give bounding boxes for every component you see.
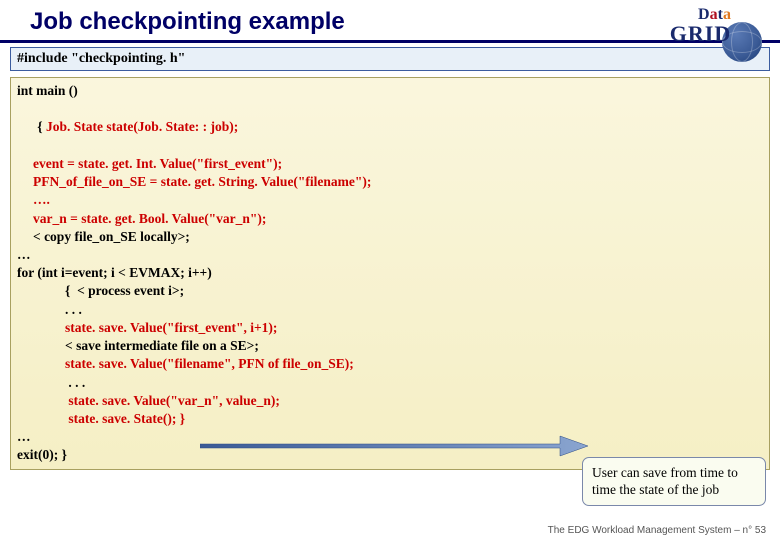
slide: D a t a GRID Job checkpointing example #… (0, 0, 780, 540)
title-bar: Job checkpointing example (0, 0, 780, 43)
datagrid-logo: D a t a GRID (667, 6, 762, 56)
callout-box: User can save from time to time the stat… (582, 457, 766, 506)
code-line: int main () (17, 83, 78, 98)
code-brace: { (37, 119, 46, 134)
code-highlight: var_n = state. get. Bool. Value("var_n")… (33, 211, 266, 226)
slide-title: Job checkpointing example (30, 8, 750, 36)
code-highlight: state. save. Value("var_n", value_n); (65, 393, 280, 408)
code-line: { < process event i>; (65, 283, 184, 298)
logo-grid-word: GRID (670, 21, 731, 47)
code-ellipsis: . . . (65, 302, 82, 317)
callout-text: User can save from time to time the stat… (592, 465, 738, 498)
code-highlight: PFN_of_file_on_SE = state. get. String. … (33, 174, 371, 189)
code-box: int main () { Job. State state(Job. Stat… (10, 77, 770, 470)
code-line: for (int i=event; i < EVMAX; i++) (17, 265, 212, 280)
slide-footer: The EDG Workload Management System – n° … (548, 525, 766, 536)
code-ellipsis: … (17, 429, 31, 444)
code-highlight: state. save. Value("first_event", i+1); (65, 320, 277, 335)
code-highlight: Job. State state(Job. State: : job); (46, 119, 238, 134)
code-line: exit(0); } (17, 447, 67, 462)
code-highlight: state. save. State(); } (65, 411, 185, 426)
code-highlight: …. (33, 192, 50, 207)
code-line: < save intermediate file on a SE>; (65, 338, 259, 353)
code-line: < copy file_on_SE locally>; (33, 229, 190, 244)
code-highlight: state. save. Value("filename", PFN of fi… (65, 356, 354, 371)
code-highlight: event = state. get. Int. Value("first_ev… (33, 156, 282, 171)
include-box: #include "checkpointing. h" (10, 47, 770, 71)
code-ellipsis: . . . (65, 375, 85, 390)
code-ellipsis: … (17, 247, 31, 262)
